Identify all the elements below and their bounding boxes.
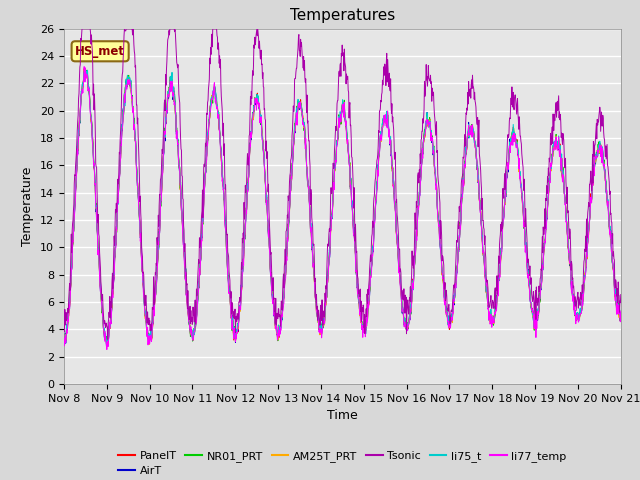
AirT: [617, 314, 625, 320]
AirT: [378, 132, 385, 138]
li77_temp: [60, 335, 68, 341]
NR01_PRT: [104, 341, 111, 347]
PanelT: [72, 187, 79, 192]
Tsonic: [378, 92, 385, 97]
NR01_PRT: [406, 312, 413, 318]
AM25T_PRT: [60, 339, 68, 345]
AM25T_PRT: [65, 315, 72, 321]
li77_temp: [559, 179, 566, 185]
PanelT: [60, 336, 68, 342]
PanelT: [103, 344, 111, 349]
AirT: [60, 340, 68, 346]
AirT: [559, 175, 566, 180]
AM25T_PRT: [559, 176, 566, 182]
li75_t: [65, 309, 72, 314]
Tsonic: [78, 26, 86, 32]
AirT: [65, 315, 72, 321]
li77_temp: [617, 308, 625, 314]
Tsonic: [559, 142, 566, 147]
PanelT: [406, 315, 413, 321]
li75_t: [406, 313, 413, 319]
PanelT: [378, 130, 385, 136]
AirT: [406, 313, 413, 319]
NR01_PRT: [310, 261, 317, 267]
Tsonic: [617, 292, 625, 298]
NR01_PRT: [559, 174, 566, 180]
NR01_PRT: [378, 127, 385, 132]
Text: HS_met: HS_met: [75, 45, 125, 58]
AM25T_PRT: [406, 315, 413, 321]
AM25T_PRT: [72, 187, 79, 193]
Line: li75_t: li75_t: [64, 70, 621, 347]
X-axis label: Time: Time: [327, 409, 358, 422]
NR01_PRT: [65, 317, 72, 323]
Tsonic: [60, 322, 68, 327]
Tsonic: [104, 336, 111, 342]
NR01_PRT: [72, 185, 79, 191]
li77_temp: [72, 193, 79, 199]
Tsonic: [406, 295, 413, 300]
li75_t: [60, 338, 68, 344]
Tsonic: [310, 242, 317, 248]
AM25T_PRT: [617, 310, 625, 316]
AM25T_PRT: [80, 67, 88, 73]
AirT: [81, 68, 89, 73]
PanelT: [310, 265, 317, 271]
li75_t: [617, 312, 625, 317]
li75_t: [310, 264, 317, 270]
li77_temp: [103, 347, 111, 352]
PanelT: [65, 313, 72, 319]
AirT: [72, 188, 79, 194]
li77_temp: [378, 137, 385, 143]
Line: li77_temp: li77_temp: [64, 67, 621, 349]
PanelT: [559, 176, 566, 181]
li75_t: [72, 183, 79, 189]
li77_temp: [65, 319, 72, 324]
AM25T_PRT: [103, 342, 111, 348]
NR01_PRT: [81, 66, 89, 72]
li75_t: [81, 67, 89, 72]
Line: PanelT: PanelT: [64, 69, 621, 347]
Tsonic: [72, 163, 79, 168]
AM25T_PRT: [378, 129, 385, 134]
Tsonic: [65, 310, 72, 316]
li75_t: [378, 134, 385, 140]
AM25T_PRT: [310, 266, 317, 272]
Title: Temperatures: Temperatures: [290, 9, 395, 24]
PanelT: [80, 66, 88, 72]
NR01_PRT: [617, 314, 625, 320]
Line: Tsonic: Tsonic: [64, 29, 621, 339]
li77_temp: [310, 260, 317, 266]
Legend: PanelT, AirT, NR01_PRT, AM25T_PRT, Tsonic, li75_t, li77_temp: PanelT, AirT, NR01_PRT, AM25T_PRT, Tsoni…: [114, 446, 571, 480]
Line: AM25T_PRT: AM25T_PRT: [64, 70, 621, 345]
Line: NR01_PRT: NR01_PRT: [64, 69, 621, 344]
Line: AirT: AirT: [64, 71, 621, 346]
li75_t: [103, 344, 111, 349]
li77_temp: [406, 317, 413, 323]
li75_t: [559, 172, 566, 178]
AirT: [310, 264, 317, 270]
AirT: [102, 343, 110, 349]
NR01_PRT: [60, 334, 68, 340]
Y-axis label: Temperature: Temperature: [22, 167, 35, 246]
PanelT: [617, 315, 625, 321]
li77_temp: [80, 64, 88, 70]
